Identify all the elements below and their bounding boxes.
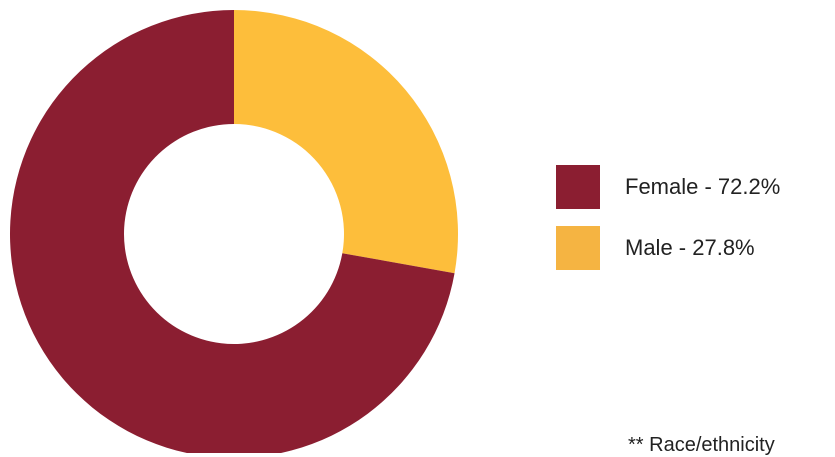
slice-female <box>10 10 455 453</box>
donut-slices <box>10 10 458 453</box>
footnote-text: ** Race/ethnicity <box>628 434 775 456</box>
slice-male <box>234 10 458 274</box>
legend-label-male: Male - 27.8% <box>625 235 755 260</box>
legend-swatch-male <box>556 226 600 270</box>
chart-legend: Female - 72.2% Male - 27.8% <box>556 165 780 287</box>
legend-item-female: Female - 72.2% <box>556 165 780 209</box>
legend-swatch-female <box>556 165 600 209</box>
legend-label-female: Female - 72.2% <box>625 174 781 199</box>
legend-item-male: Male - 27.8% <box>556 226 780 270</box>
